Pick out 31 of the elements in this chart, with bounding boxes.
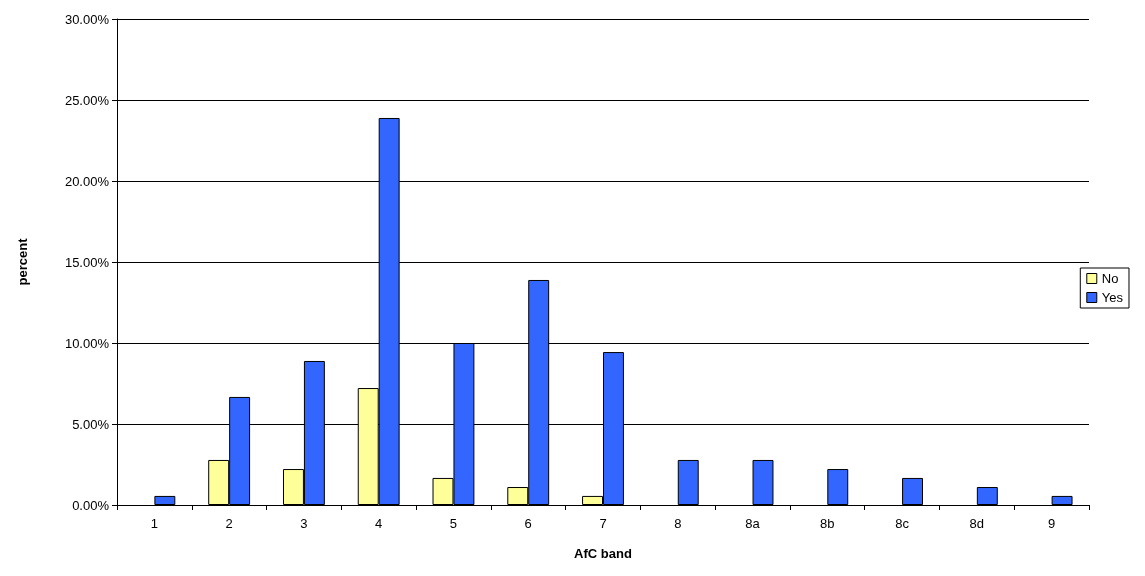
y-tick-label: 15.00% (64, 254, 110, 270)
bar (154, 495, 176, 505)
x-tick-label: 2 (225, 516, 233, 531)
bar (752, 459, 774, 505)
x-tick-label: 8 (674, 516, 682, 531)
y-tick-label: 10.00% (64, 335, 110, 351)
x-tick-label: 1 (150, 516, 158, 531)
x-tick-label: 8a (745, 516, 761, 531)
legend-label: Yes (1101, 290, 1124, 305)
x-tick-label: 7 (599, 516, 607, 531)
legend-label: No (1101, 271, 1119, 286)
x-tick-label: 8d (969, 516, 985, 531)
x-tick-label: 4 (375, 516, 383, 531)
bar (976, 487, 998, 505)
y-tick-label: 25.00% (64, 92, 110, 108)
x-axis-title: AfC band (574, 546, 632, 561)
x-tick-label: 8b (820, 516, 835, 531)
y-tick-label: 30.00% (64, 11, 110, 27)
x-tick-label: 8c (895, 516, 910, 531)
y-tick-label: 20.00% (64, 173, 110, 189)
y-tick-label: 5.00% (72, 416, 110, 432)
y-tick-label: 0.00% (72, 497, 110, 513)
x-tick-label: 5 (449, 516, 458, 531)
x-tick-label: 9 (1048, 516, 1056, 531)
bar (827, 469, 849, 505)
bar (677, 459, 699, 505)
y-axis-title: percent (15, 237, 30, 286)
bar (1051, 495, 1073, 505)
x-tick-label: 6 (524, 516, 532, 531)
bar (902, 477, 924, 505)
x-tick-label: 3 (300, 516, 308, 531)
